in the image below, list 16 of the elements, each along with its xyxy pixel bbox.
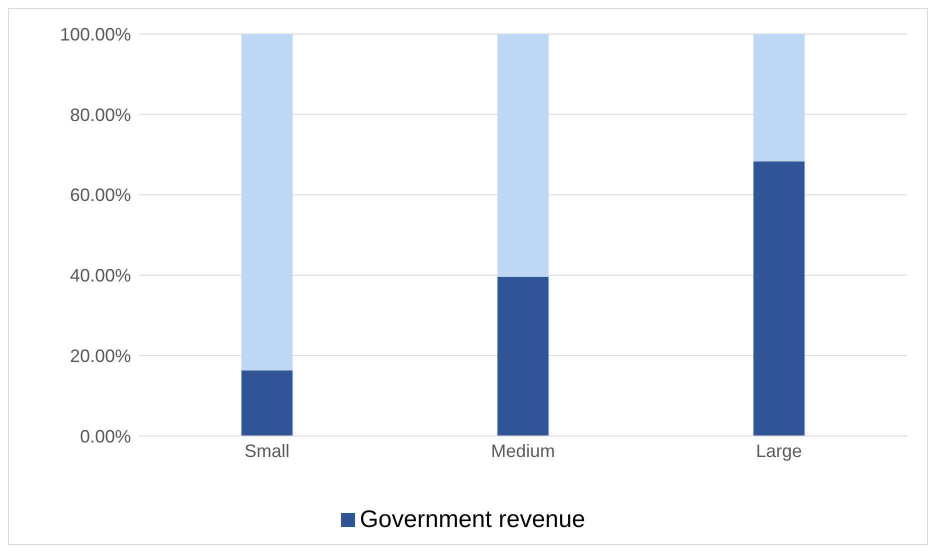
bar (753, 34, 805, 162)
y-tick-label: 40.00% (70, 266, 131, 286)
x-tick-label: Medium (490, 440, 556, 461)
y-tick-label: 100.00% (60, 24, 131, 44)
bar (241, 370, 293, 436)
y-tick-label: 80.00% (70, 104, 131, 125)
x-tick-label: Small (244, 440, 290, 461)
y-tick-label: 0.00% (80, 426, 131, 446)
bar (753, 161, 805, 436)
y-tick-label: 20.00% (70, 346, 131, 366)
y-tick-label: 60.00% (70, 185, 131, 206)
bar (497, 34, 549, 277)
x-tick-label: Large (756, 440, 802, 461)
bar (241, 34, 293, 370)
legend-label: Government revenue (358, 506, 586, 534)
bar (497, 276, 549, 436)
